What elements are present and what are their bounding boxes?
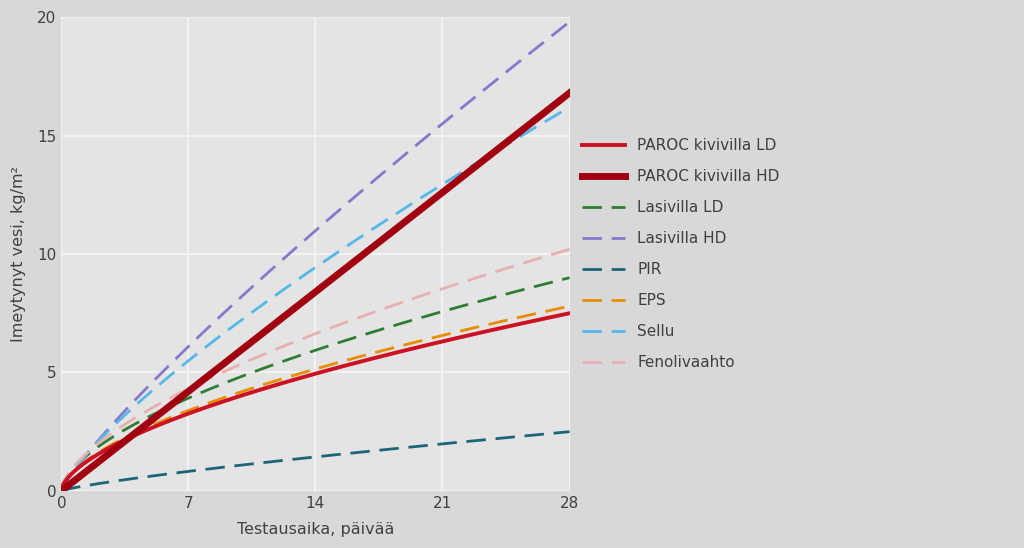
Sellu bbox=[382, 215, 394, 222]
Lasivilla HD bbox=[202, 324, 214, 331]
Lasivilla HD bbox=[563, 19, 575, 25]
PIR bbox=[563, 429, 575, 435]
Fenolivaahto bbox=[240, 359, 252, 366]
Legend: PAROC kivivilla LD, PAROC kivivilla HD, Lasivilla LD, Lasivilla HD, PIR, EPS, Se: PAROC kivivilla LD, PAROC kivivilla HD, … bbox=[583, 138, 779, 370]
PAROC kivivilla LD bbox=[180, 411, 193, 418]
Fenolivaahto bbox=[563, 246, 575, 253]
Lasivilla HD bbox=[180, 345, 193, 352]
PAROC kivivilla LD bbox=[476, 329, 488, 335]
Line: PAROC kivivilla LD: PAROC kivivilla LD bbox=[61, 313, 569, 491]
Line: PAROC kivivilla HD: PAROC kivivilla HD bbox=[61, 93, 569, 491]
PAROC kivivilla HD bbox=[180, 390, 193, 396]
Fenolivaahto bbox=[476, 273, 488, 279]
Lasivilla HD bbox=[476, 88, 488, 95]
EPS bbox=[382, 346, 394, 352]
Lasivilla HD bbox=[55, 488, 68, 494]
Lasivilla LD bbox=[240, 372, 252, 378]
PIR bbox=[388, 446, 400, 452]
PIR bbox=[382, 446, 394, 453]
Fenolivaahto bbox=[202, 376, 214, 383]
Sellu bbox=[240, 313, 252, 320]
Line: Fenolivaahto: Fenolivaahto bbox=[61, 249, 569, 491]
EPS bbox=[180, 408, 193, 414]
PAROC kivivilla HD bbox=[476, 158, 488, 165]
Line: EPS: EPS bbox=[61, 306, 569, 491]
Fenolivaahto bbox=[388, 302, 400, 309]
Lasivilla LD bbox=[476, 298, 488, 304]
EPS bbox=[476, 323, 488, 329]
PAROC kivivilla HD bbox=[563, 90, 575, 96]
Line: PIR: PIR bbox=[61, 432, 569, 491]
PIR bbox=[240, 461, 252, 468]
PIR bbox=[55, 488, 68, 494]
Y-axis label: Imeytynyt vesi, kg/m²: Imeytynyt vesi, kg/m² bbox=[11, 166, 26, 342]
Lasivilla HD bbox=[382, 165, 394, 172]
PAROC kivivilla HD bbox=[202, 373, 214, 379]
PIR bbox=[180, 469, 193, 475]
Line: Lasivilla LD: Lasivilla LD bbox=[61, 278, 569, 491]
PAROC kivivilla HD bbox=[382, 232, 394, 238]
Sellu bbox=[563, 104, 575, 111]
Fenolivaahto bbox=[382, 304, 394, 310]
PIR bbox=[202, 466, 214, 472]
Lasivilla LD bbox=[388, 322, 400, 329]
PAROC kivivilla HD bbox=[388, 227, 400, 233]
Sellu bbox=[388, 212, 400, 218]
PAROC kivivilla LD bbox=[240, 391, 252, 397]
X-axis label: Testausaika, päivää: Testausaika, päivää bbox=[237, 522, 394, 537]
EPS bbox=[563, 303, 575, 310]
Lasivilla LD bbox=[55, 488, 68, 494]
PIR bbox=[476, 437, 488, 443]
Lasivilla LD bbox=[563, 275, 575, 281]
PAROC kivivilla HD bbox=[240, 343, 252, 350]
Line: Sellu: Sellu bbox=[61, 107, 569, 491]
EPS bbox=[202, 400, 214, 407]
Sellu bbox=[202, 342, 214, 349]
PAROC kivivilla LD bbox=[388, 350, 400, 356]
Sellu bbox=[476, 157, 488, 163]
Lasivilla LD bbox=[382, 324, 394, 330]
Lasivilla HD bbox=[240, 289, 252, 296]
EPS bbox=[55, 488, 68, 494]
Lasivilla LD bbox=[202, 386, 214, 393]
Fenolivaahto bbox=[180, 386, 193, 393]
Lasivilla LD bbox=[180, 396, 193, 402]
EPS bbox=[240, 387, 252, 393]
Line: Lasivilla HD: Lasivilla HD bbox=[61, 22, 569, 491]
Sellu bbox=[180, 359, 193, 366]
Sellu bbox=[55, 488, 68, 494]
PAROC kivivilla LD bbox=[202, 403, 214, 410]
PAROC kivivilla HD bbox=[55, 488, 68, 494]
PAROC kivivilla LD bbox=[563, 310, 575, 317]
EPS bbox=[388, 344, 400, 351]
PAROC kivivilla LD bbox=[382, 351, 394, 358]
Lasivilla HD bbox=[388, 160, 400, 167]
PAROC kivivilla LD bbox=[55, 488, 68, 494]
Fenolivaahto bbox=[55, 488, 68, 494]
